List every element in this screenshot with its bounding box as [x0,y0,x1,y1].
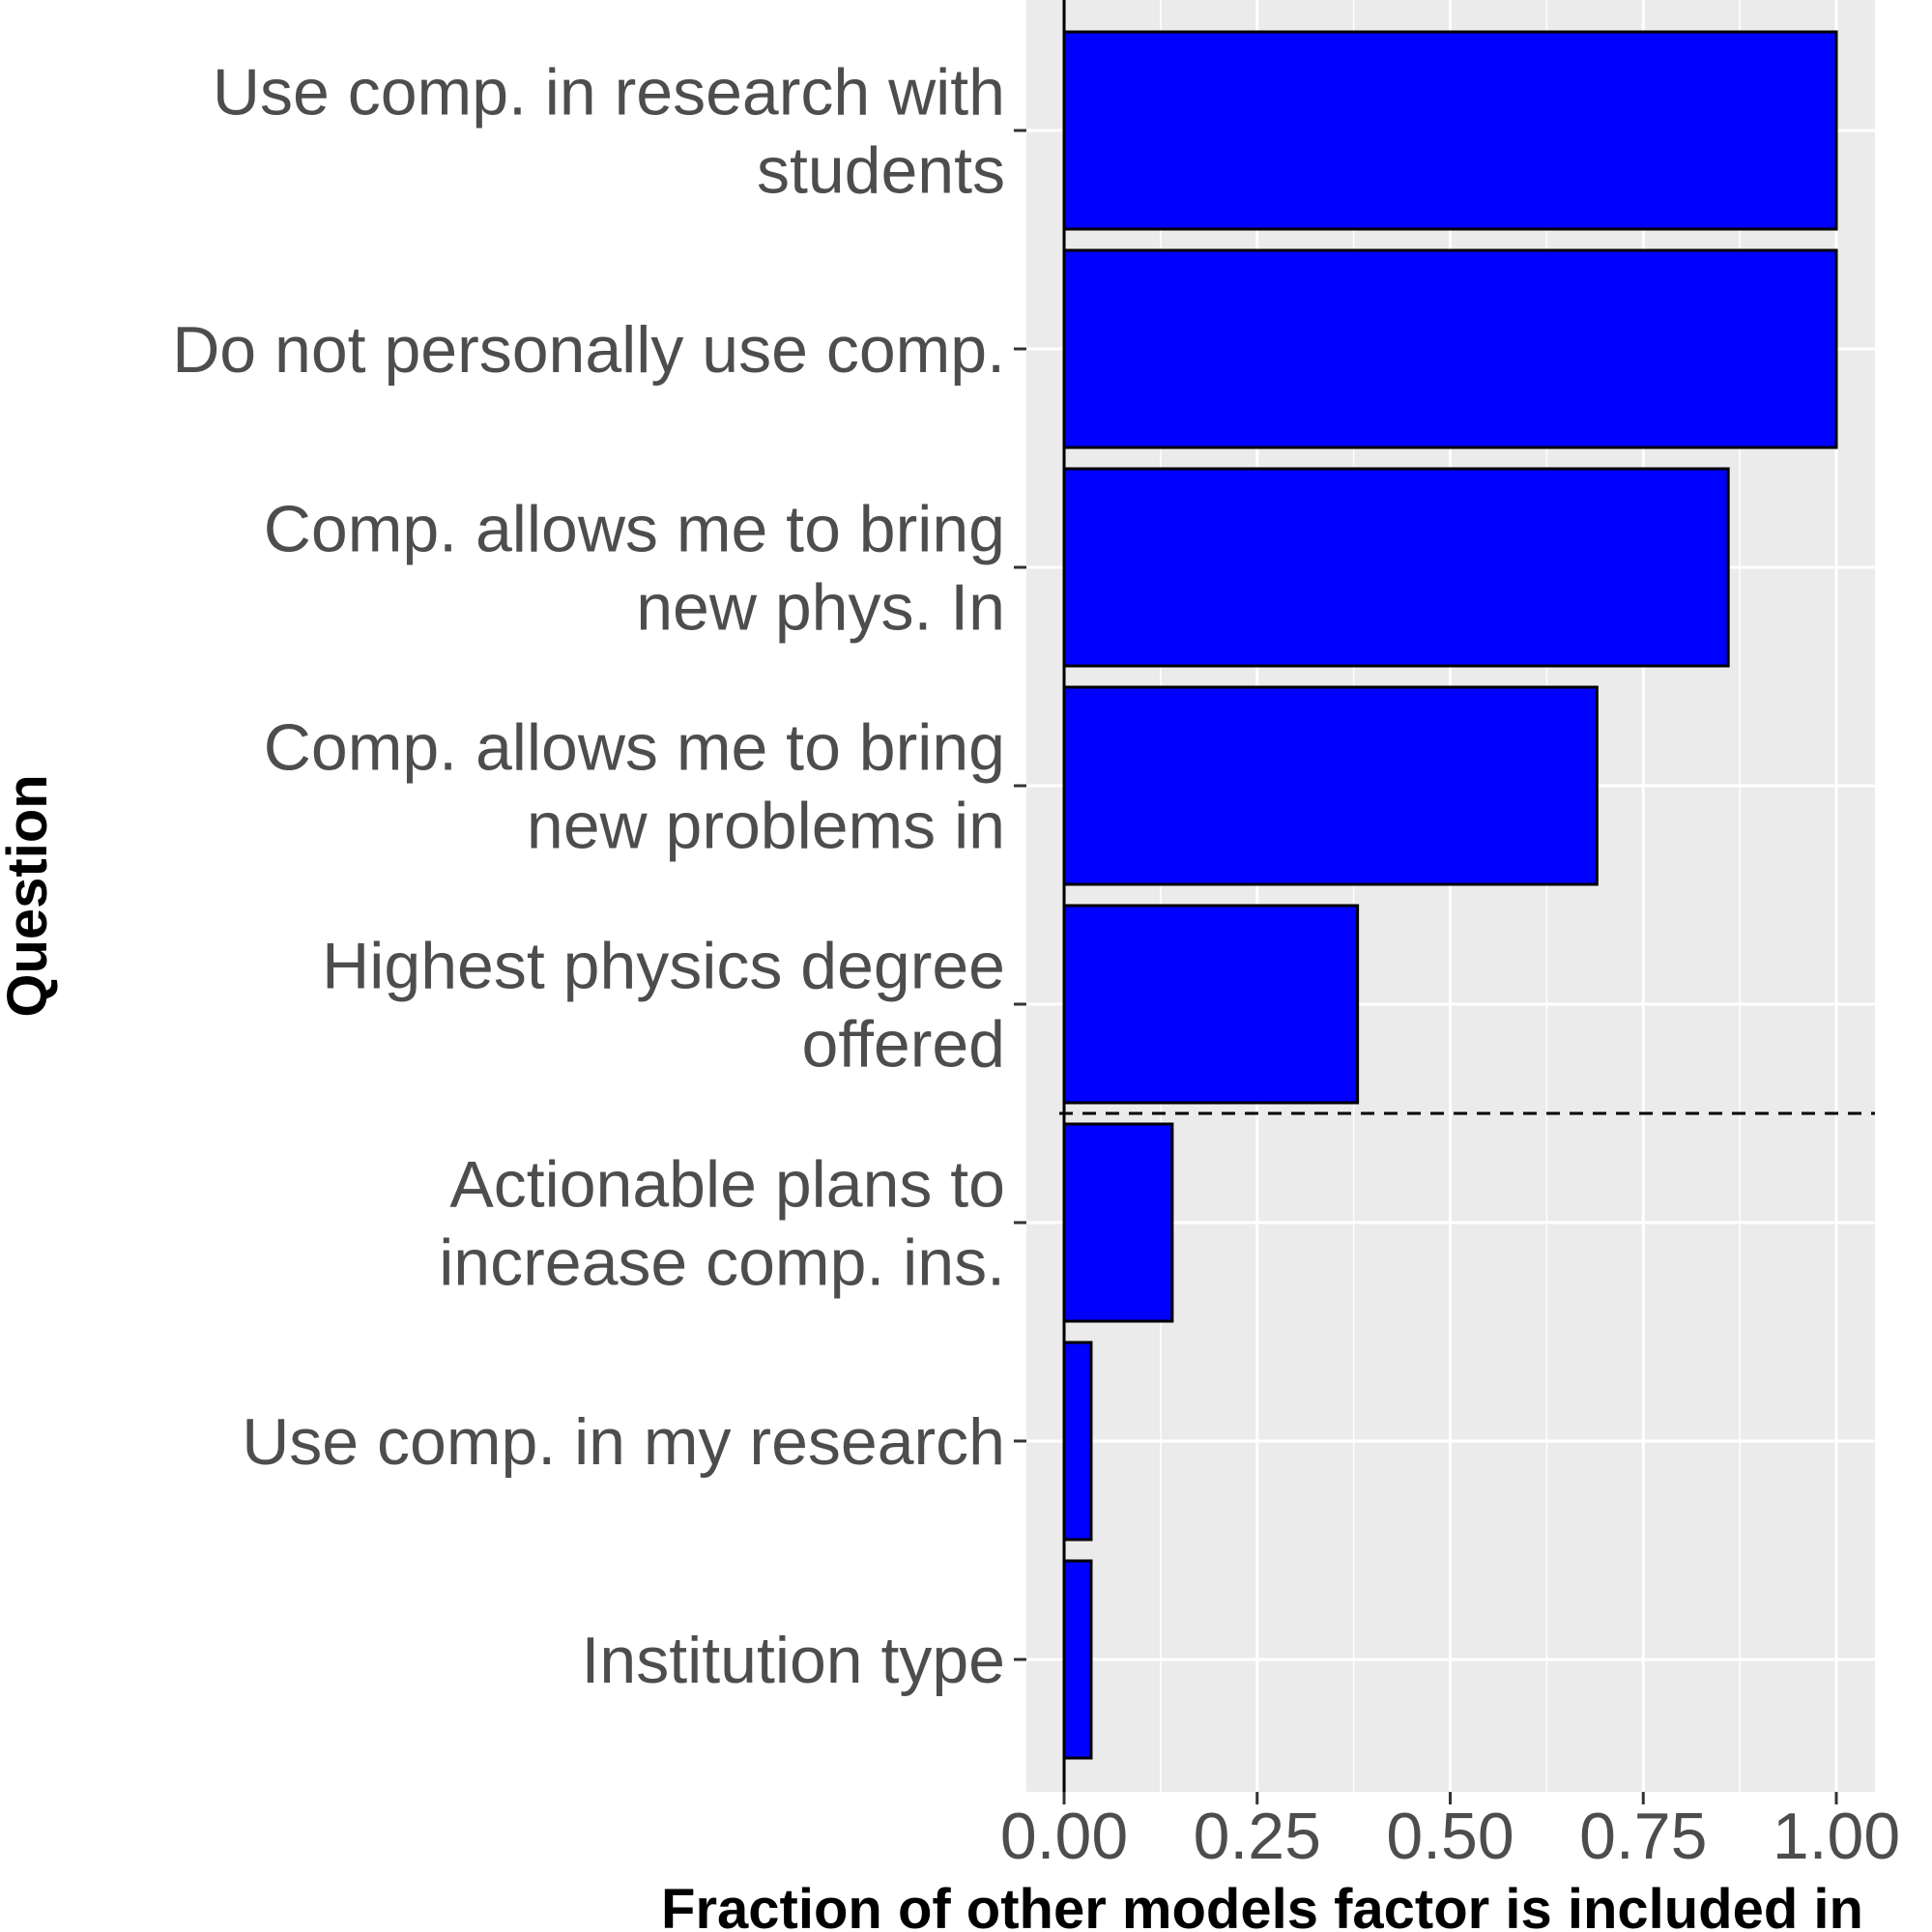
y-tick-label-line: Institution type [582,1624,1005,1697]
y-tick-label-line: Use comp. in research with [213,56,1005,130]
y-tick-label: Highest physics degree offered [322,930,1005,1081]
y-tick-label: Use comp. in my research [242,1405,1005,1479]
bars [1062,30,1838,1760]
x-tick-label: 0.00 [1000,1800,1128,1873]
y-tick-label: Actionable plans to increase comp. ins. [439,1148,1005,1300]
x-axis-title: Fraction of other models factor is inclu… [661,1878,1863,1932]
y-tick-label-line: Comp. allows me to bring [264,493,1005,566]
y-tick-label-line: increase comp. ins. [439,1226,1005,1300]
bar [1062,248,1838,449]
bar [1062,30,1838,231]
x-axis-ticks: 0.00 0.25 0.50 0.75 1.00 [1000,1792,1900,1873]
y-tick-label: Use comp. in research with students [213,56,1005,208]
y-tick-label-line: Highest physics degree [322,930,1005,1003]
y-tick-label-line: offered [802,1008,1005,1081]
x-tick-label: 0.50 [1386,1800,1514,1873]
y-tick-label: Comp. allows me to bring new problems in [264,711,1005,863]
x-tick-label: 1.00 [1773,1800,1900,1873]
y-tick-label: Comp. allows me to bring new phys. In [264,493,1005,645]
y-tick-label-line: students [757,134,1005,208]
y-tick-label: Institution type [582,1624,1005,1697]
y-tick-label-line: new problems in [527,790,1005,863]
y-tick-label-line: Actionable plans to [449,1148,1005,1222]
y-tick-label-line: Use comp. in my research [242,1405,1005,1479]
bar [1062,904,1360,1105]
bar [1062,685,1599,886]
y-axis-ticks: Use comp. in research with students Do not… [172,56,1026,1697]
y-tick-label-line: Do not personally use comp. [172,313,1005,387]
y-tick-label: Do not personally use comp. [172,313,1005,387]
bar [1062,1122,1174,1323]
bar [1062,1559,1093,1760]
y-axis-title: Question [0,774,59,1017]
y-tick-label-line: Comp. allows me to bring [264,711,1005,785]
x-tick-label: 0.25 [1194,1800,1321,1873]
x-tick-label: 0.75 [1579,1800,1707,1873]
bar [1062,1341,1093,1542]
bar [1062,467,1730,668]
y-tick-label-line: new phys. In [636,571,1005,645]
